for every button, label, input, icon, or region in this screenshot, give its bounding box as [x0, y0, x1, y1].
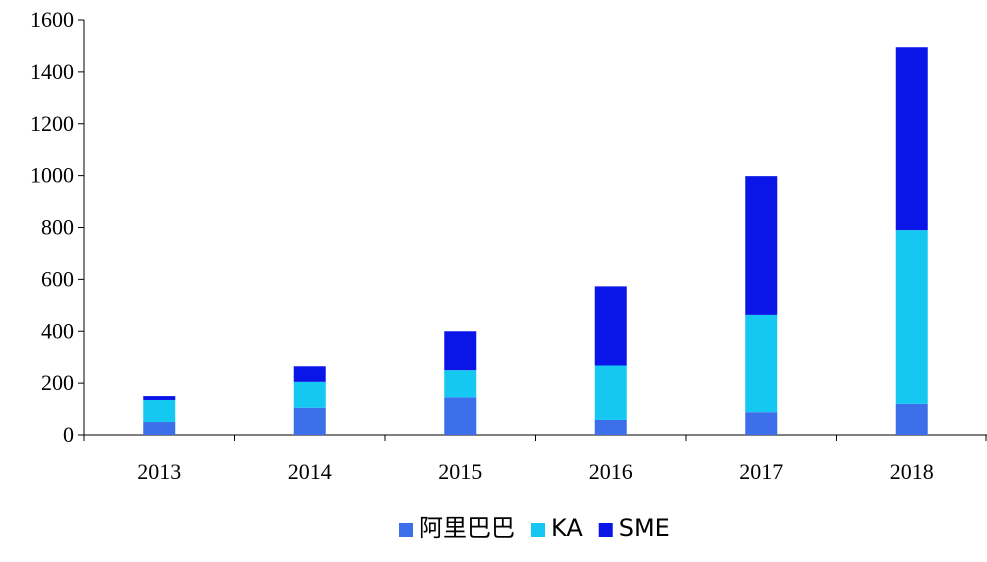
legend-label-0: 阿里巴巴 — [419, 514, 515, 542]
y-tick-label: 1600 — [30, 7, 74, 32]
bar-segment-1-2014 — [293, 381, 326, 408]
y-tick-label: 200 — [41, 370, 74, 395]
legend: 阿里巴巴 KA SME — [399, 514, 670, 542]
bar-segment-2-2014 — [293, 366, 326, 382]
x-tick-label: 2015 — [438, 459, 482, 484]
y-tick-label: 1200 — [30, 111, 74, 136]
bar-segment-0-2017 — [745, 412, 778, 435]
bar-segment-2-2013 — [143, 396, 176, 400]
bar-segment-1-2016 — [594, 365, 627, 420]
bar-segment-0-2014 — [293, 407, 326, 435]
bar-segment-2-2015 — [444, 331, 477, 371]
x-axis: 2013 2014 2015 2016 2017 2018 — [83, 434, 987, 484]
legend-label-2: SME — [619, 514, 670, 542]
y-tick-label: 1400 — [30, 59, 74, 84]
x-tick-label: 2017 — [739, 459, 783, 484]
bar-segment-0-2018 — [895, 403, 928, 435]
bar-segment-1-2013 — [143, 399, 176, 423]
y-tick-label: 800 — [41, 215, 74, 240]
x-tick-label: 2013 — [137, 459, 181, 484]
bars — [143, 47, 928, 435]
bar-segment-1-2015 — [444, 370, 477, 398]
x-tick-label: 2016 — [589, 459, 633, 484]
y-tick-label: 0 — [63, 422, 74, 447]
bar-segment-1-2018 — [895, 230, 928, 404]
bar-segment-2-2017 — [745, 176, 778, 315]
bar-segment-2-2016 — [594, 286, 627, 366]
legend-label-1: KA — [551, 514, 583, 542]
bar-segment-0-2013 — [143, 422, 176, 435]
bar-segment-0-2015 — [444, 397, 477, 435]
legend-swatch-2 — [598, 523, 613, 537]
y-tick-label: 1000 — [30, 163, 74, 188]
bar-segment-0-2016 — [594, 419, 627, 435]
y-tick-label: 600 — [41, 266, 74, 291]
x-tick-label: 2014 — [288, 459, 332, 484]
bar-segment-2-2018 — [895, 47, 928, 231]
bar-segment-1-2017 — [745, 314, 778, 413]
y-tick-label: 400 — [41, 318, 74, 343]
x-tick-label: 2018 — [890, 459, 934, 484]
y-axis: 0 200 400 600 800 1000 1200 1400 1600 — [30, 7, 85, 447]
legend-swatch-1 — [531, 523, 545, 537]
legend-swatch-0 — [399, 523, 413, 537]
